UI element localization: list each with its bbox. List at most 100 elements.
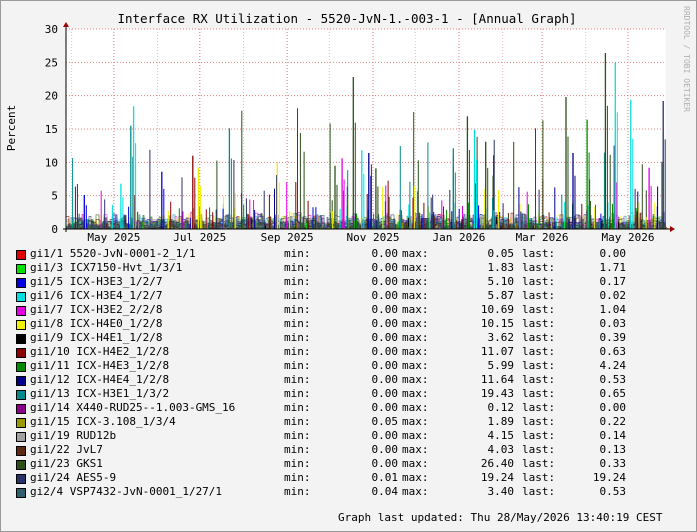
legend-max-value: 0.05 — [487, 247, 515, 260]
legend-min-label: min: — [284, 289, 311, 302]
legend-last-label: last: — [522, 401, 556, 414]
legend-max-label: max: — [402, 303, 429, 316]
legend-max-label: max: — [402, 443, 429, 456]
last-updated-text: Graph last updated: Thu 28/May/2026 13:4… — [338, 511, 663, 524]
legend-swatch — [16, 446, 26, 456]
legend-min-value: 0.00 — [371, 401, 399, 414]
legend-last-value: 0.02 — [599, 289, 627, 302]
legend-min-value: 0.00 — [371, 317, 399, 330]
legend-last-value: 0.00 — [599, 401, 627, 414]
legend-min-label: min: — [284, 303, 311, 316]
legend-min-value: 0.00 — [371, 261, 399, 274]
legend-last-label: last: — [522, 443, 556, 456]
legend-min-label: min: — [284, 261, 311, 274]
y-tick-label: 0 — [51, 223, 58, 236]
legend-max-label: max: — [402, 401, 429, 414]
legend-min-value: 0.00 — [371, 443, 399, 456]
legend-min-value: 0.00 — [371, 429, 399, 442]
y-tick-label: 15 — [45, 123, 58, 136]
legend-min-label: min: — [284, 331, 311, 344]
legend-max-label: max: — [402, 373, 429, 386]
legend-max-value: 5.99 — [487, 359, 515, 372]
legend-min-value: 0.00 — [371, 303, 399, 316]
legend-min-label: min: — [284, 373, 311, 386]
legend-last-label: last: — [522, 275, 556, 288]
legend-last-value: 0.65 — [599, 387, 627, 400]
legend-last-value: 19.24 — [592, 471, 626, 484]
legend-min-value: 0.00 — [371, 373, 399, 386]
legend-swatch — [16, 320, 26, 330]
x-tick-label: May 2026 — [601, 231, 654, 244]
legend-max-value: 19.24 — [480, 471, 514, 484]
legend-series-name: gi1/15 ICX-3.108_1/3/4 — [30, 415, 176, 428]
legend-min-value: 0.01 — [371, 471, 399, 484]
legend-last-label: last: — [522, 387, 556, 400]
legend-max-label: max: — [402, 359, 429, 372]
legend-min-label: min: — [284, 247, 311, 260]
legend-min-value: 0.05 — [371, 415, 399, 428]
legend-series-name: gi1/13 ICX-H3E1_1/3/2 — [30, 387, 170, 400]
legend-series-name: gi1/23 GKS1 — [30, 457, 103, 470]
legend-last-label: last: — [522, 457, 556, 470]
legend-max-label: max: — [402, 345, 429, 358]
legend-min-label: min: — [284, 275, 311, 288]
legend-swatch — [16, 460, 26, 470]
legend-last-value: 0.14 — [599, 429, 627, 442]
legend-min-label: min: — [284, 415, 311, 428]
watermark: RRDTOOL / TOBI OETIKER — [682, 6, 691, 112]
legend-min-label: min: — [284, 359, 311, 372]
legend-max-label: max: — [402, 331, 429, 344]
legend-max-label: max: — [402, 471, 429, 484]
legend-min-value: 0.00 — [371, 345, 399, 358]
legend-swatch — [16, 404, 26, 414]
legend-max-value: 10.69 — [480, 303, 514, 316]
legend-last-label: last: — [522, 261, 556, 274]
legend-last-label: last: — [522, 471, 556, 484]
legend-series-name: gi1/6 ICX-H3E4_1/2/7 — [30, 289, 163, 302]
legend-min-value: 0.00 — [371, 289, 399, 302]
legend-series-name: gi1/11 ICX-H4E3_1/2/8 — [30, 359, 170, 372]
legend-min-value: 0.00 — [371, 387, 399, 400]
legend-last-label: last: — [522, 303, 556, 316]
legend-max-value: 10.15 — [480, 317, 514, 330]
legend-swatch — [16, 488, 26, 498]
legend-series-name: gi1/3 ICX7150-Hvt_1/3/1 — [30, 261, 183, 274]
legend-min-label: min: — [284, 443, 311, 456]
legend-swatch — [16, 292, 26, 302]
legend-series-name: gi1/7 ICX-H3E2_2/2/8 — [30, 303, 163, 316]
legend-series-name: gi1/10 ICX-H4E2_1/2/8 — [30, 345, 170, 358]
legend-max-value: 0.12 — [487, 401, 515, 414]
x-tick-label: Mar 2026 — [516, 231, 569, 244]
legend-swatch — [16, 432, 26, 442]
legend-max-label: max: — [402, 317, 429, 330]
legend-swatch — [16, 264, 26, 274]
legend-swatch — [16, 376, 26, 386]
legend-min-label: min: — [284, 457, 311, 470]
legend-last-value: 0.53 — [599, 485, 627, 498]
legend-max-label: max: — [402, 429, 429, 442]
legend-swatch — [16, 474, 26, 484]
chart-title: Interface RX Utilization - 5520-JvN-1.-0… — [117, 11, 576, 26]
y-tick-label: 5 — [51, 190, 58, 203]
legend-last-label: last: — [522, 415, 556, 428]
legend-last-value: 0.22 — [599, 415, 627, 428]
legend-last-label: last: — [522, 345, 556, 358]
legend-max-label: max: — [402, 261, 429, 274]
legend-swatch — [16, 418, 26, 428]
legend-max-value: 4.15 — [487, 429, 515, 442]
legend-last-value: 0.13 — [599, 443, 627, 456]
legend-min-label: min: — [284, 387, 311, 400]
legend-min-value: 0.00 — [371, 359, 399, 372]
legend-last-value: 0.33 — [599, 457, 627, 470]
y-tick-label: 30 — [45, 23, 58, 36]
legend-min-label: min: — [284, 401, 311, 414]
legend-series-name: gi1/8 ICX-H4E0_1/2/8 — [30, 317, 163, 330]
legend-max-label: max: — [402, 457, 429, 470]
legend-last-value: 4.24 — [599, 359, 627, 372]
legend-max-label: max: — [402, 415, 429, 428]
legend-max-label: max: — [402, 289, 429, 302]
legend-swatch — [16, 334, 26, 344]
y-axis-label: Percent — [5, 105, 18, 151]
legend-max-value: 3.40 — [487, 485, 515, 498]
